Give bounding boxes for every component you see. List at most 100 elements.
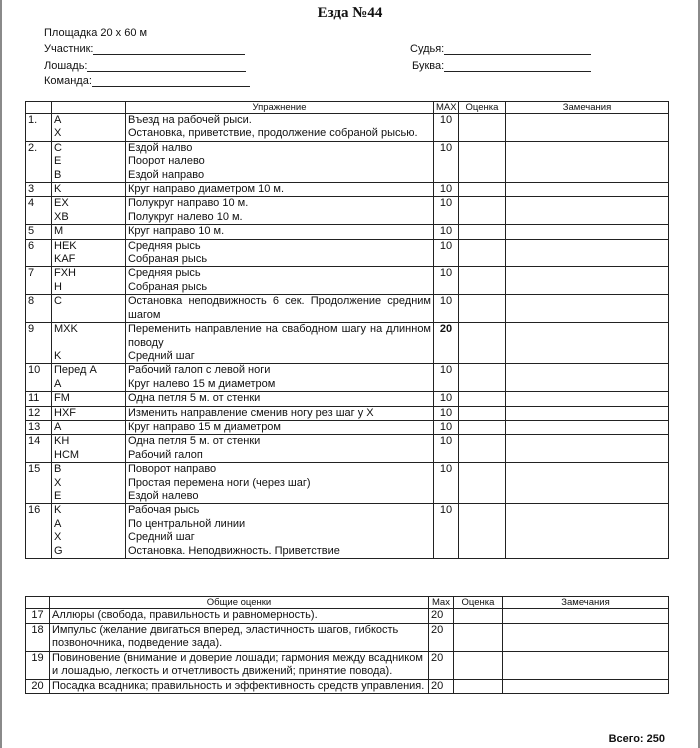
- remarks-cell[interactable]: [505, 140, 669, 184]
- letter: C: [54, 141, 62, 154]
- score-cell[interactable]: [458, 224, 506, 240]
- exercise-line: Переменить направление на свабодном шагу…: [128, 323, 431, 349]
- letter: HXF: [54, 406, 76, 419]
- exercise-description: Одна петля 5 м. от стенки Рабочий галоп: [125, 434, 434, 464]
- team-line[interactable]: [91, 75, 250, 87]
- exercise-description: Круг направо диаметром 10 м.: [125, 182, 434, 198]
- remarks-cell[interactable]: [502, 608, 669, 624]
- exercise-number: 11: [25, 391, 52, 407]
- remarks-cell[interactable]: [505, 391, 669, 407]
- score-cell[interactable]: [458, 391, 506, 407]
- remarks-cell[interactable]: [502, 622, 669, 652]
- exercise-number: 13: [25, 419, 52, 436]
- remarks-cell[interactable]: [505, 363, 669, 393]
- remarks-cell[interactable]: [505, 224, 669, 240]
- remarks-cell[interactable]: [505, 434, 669, 464]
- remarks-cell[interactable]: [505, 238, 669, 268]
- exercise-description: Переменить направление на свабодном шагу…: [125, 322, 434, 365]
- remarks-cell[interactable]: [505, 196, 669, 226]
- score-cell[interactable]: [453, 608, 503, 624]
- mark-number: 18: [25, 622, 50, 652]
- remarks-cell[interactable]: [505, 405, 669, 421]
- header-letters: [51, 101, 126, 114]
- score-cell[interactable]: [458, 113, 506, 142]
- remarks-cell[interactable]: [502, 678, 669, 694]
- score-cell[interactable]: [458, 266, 506, 296]
- score-cell[interactable]: [458, 503, 506, 559]
- letter: B: [54, 463, 62, 476]
- exercise-line: Средняя рысь: [128, 267, 201, 280]
- score-cell[interactable]: [453, 622, 503, 652]
- exercise-line: По центральной линии: [128, 517, 246, 530]
- exercise-number: 6: [25, 238, 52, 268]
- exercise-line: Простая перемена ноги (через шаг): [128, 476, 311, 489]
- exercise-letters: FM: [51, 391, 126, 407]
- letter: X: [54, 531, 62, 544]
- header-general-marks: Общие оценки: [49, 596, 429, 609]
- general-marks-table: Общие оценки Max Оценка Замечания 17 Аллю…: [25, 596, 669, 694]
- letter: C: [54, 295, 62, 308]
- header-remarks: Замечания: [505, 101, 669, 114]
- score-cell[interactable]: [458, 294, 506, 324]
- letter: HEK: [54, 239, 77, 252]
- exercise-line: Остановка, приветствие, продолжение собр…: [128, 127, 418, 140]
- score-cell[interactable]: [458, 322, 506, 365]
- remarks-cell[interactable]: [505, 503, 669, 559]
- max-score: 10: [433, 140, 459, 184]
- score-cell[interactable]: [453, 678, 503, 694]
- score-cell[interactable]: [458, 182, 506, 198]
- remarks-cell[interactable]: [505, 322, 669, 365]
- table-row: 12 HXF Изменить направление сменив ногу ре…: [25, 405, 669, 421]
- participant-field[interactable]: Участник:: [44, 43, 246, 55]
- horse-field[interactable]: Лошадь:: [44, 60, 247, 72]
- remarks-cell[interactable]: [505, 182, 669, 198]
- table-row: 10 Перед A A Рабочий галоп с левой ноги Круг…: [25, 363, 669, 393]
- score-cell[interactable]: [458, 363, 506, 393]
- remarks-cell[interactable]: [502, 650, 669, 680]
- header-score: Оценка: [453, 596, 503, 609]
- exercise-number: 12: [25, 405, 52, 421]
- max-score: 10: [433, 266, 459, 296]
- participant-line[interactable]: [93, 43, 246, 55]
- remarks-cell[interactable]: [505, 419, 669, 436]
- letter: MXK: [54, 323, 78, 336]
- page-title: Езда №44: [317, 5, 383, 21]
- exercise-line: Одна петля 5 м. от стенки: [128, 392, 261, 405]
- score-cell[interactable]: [458, 405, 506, 421]
- letter: A: [54, 377, 62, 390]
- judge-field[interactable]: Судья:: [410, 43, 592, 55]
- horse-line[interactable]: [87, 60, 247, 72]
- letter-line[interactable]: [444, 60, 592, 72]
- exercise-description: Ездой налво Поорот налево Ездой направо: [125, 140, 434, 184]
- max-score: 20: [433, 322, 459, 365]
- exercise-line: Остановка. Неподвижность. Приветствие: [128, 544, 340, 557]
- score-cell[interactable]: [458, 238, 506, 268]
- exercise-letters: MXK K: [51, 322, 126, 365]
- letter-field[interactable]: Буква:: [412, 60, 592, 72]
- score-cell[interactable]: [458, 434, 506, 464]
- exercise-description: Остановка неподвижность 6 сек. Продолжен…: [125, 294, 434, 324]
- score-cell[interactable]: [458, 462, 506, 505]
- team-field[interactable]: Команда:: [44, 75, 250, 87]
- exercise-description: Рабочий галоп с левой ноги Круг налево 15…: [125, 363, 434, 393]
- remarks-cell[interactable]: [505, 266, 669, 296]
- score-cell[interactable]: [453, 650, 503, 680]
- score-cell[interactable]: [458, 140, 506, 184]
- mark-description: Посадка всадника; правильность и эффекти…: [49, 678, 429, 694]
- exercise-line: Средний шаг: [128, 531, 195, 544]
- score-cell[interactable]: [458, 419, 506, 436]
- remarks-cell[interactable]: [505, 294, 669, 324]
- participant-label: Участник:: [44, 43, 94, 55]
- remarks-cell[interactable]: [505, 462, 669, 505]
- max-score: 20: [428, 678, 454, 694]
- exercise-number: 3: [25, 182, 52, 198]
- remarks-cell[interactable]: [505, 113, 669, 142]
- letter: KH: [54, 435, 70, 448]
- score-cell[interactable]: [458, 196, 506, 226]
- header-max: Max: [428, 596, 454, 609]
- exercise-line: Изменить направление сменив ногу рез шаг…: [128, 406, 374, 419]
- judge-line[interactable]: [444, 43, 592, 55]
- total-score: Всего: 250: [608, 733, 665, 745]
